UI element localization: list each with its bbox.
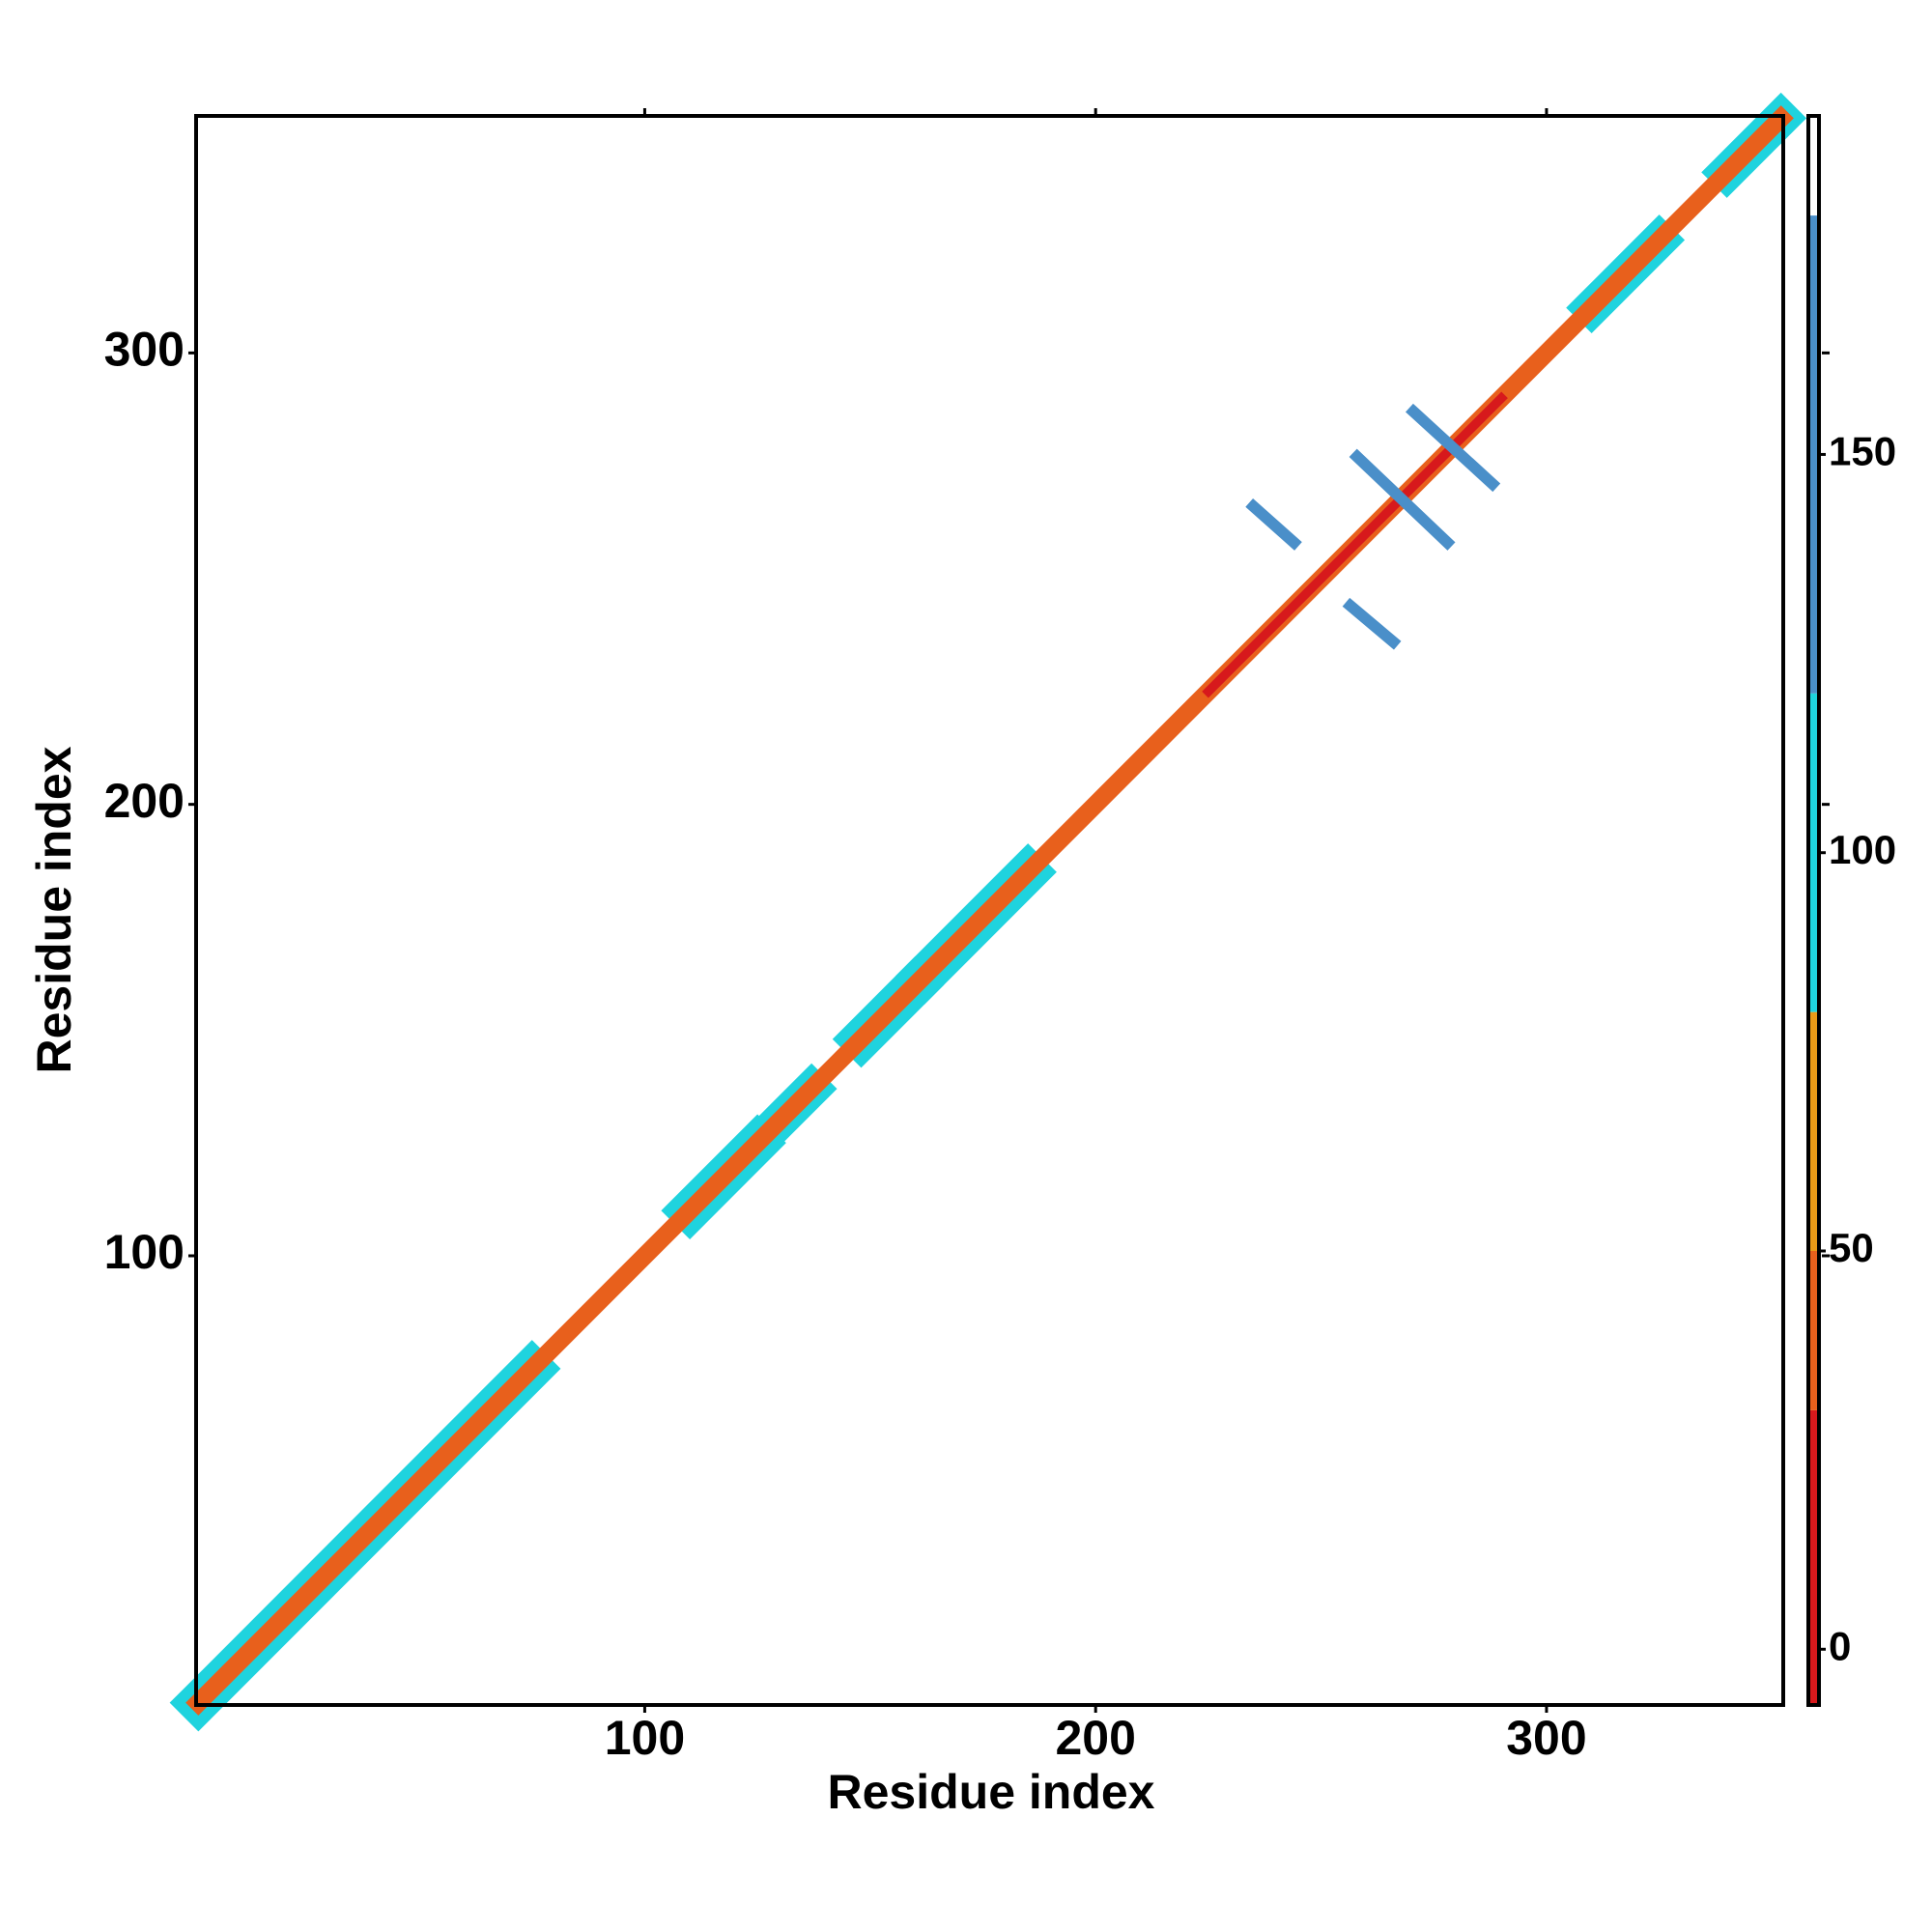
plot-frame [194, 114, 1785, 1707]
contact-segment [1202, 391, 1508, 698]
colorbar-level [1808, 215, 1819, 694]
colorbar-frame [1806, 114, 1821, 1707]
y-axis-label: Residue index [27, 746, 81, 1073]
colorbar-level [1808, 1011, 1819, 1251]
colorbar-level [1808, 1251, 1819, 1410]
y-tick-label: 200 [104, 774, 185, 828]
contact-segment [1349, 448, 1456, 551]
x-tick-label: 100 [605, 1711, 685, 1765]
x-axis-label: Residue index [828, 1765, 1155, 1819]
x-tick-label: 200 [1055, 1711, 1135, 1765]
contact-segment [185, 105, 1794, 1716]
colorbar-tick-label: 50 [1829, 1225, 1874, 1270]
y-tick-label: 300 [104, 323, 185, 377]
contact-segment [1406, 403, 1501, 493]
colorbar-level [1808, 693, 1819, 1012]
colorbar-tick-label: 100 [1829, 827, 1896, 872]
contact-segment [1245, 498, 1302, 551]
colorbar-tick-label: 150 [1829, 429, 1896, 474]
colorbar-tick-label: 0 [1829, 1623, 1851, 1668]
colorbar-level [1808, 116, 1819, 216]
contact-segment [1342, 597, 1402, 650]
y-tick-label: 100 [104, 1225, 185, 1279]
x-tick-label: 300 [1506, 1711, 1586, 1765]
colorbar-level [1808, 1409, 1819, 1705]
